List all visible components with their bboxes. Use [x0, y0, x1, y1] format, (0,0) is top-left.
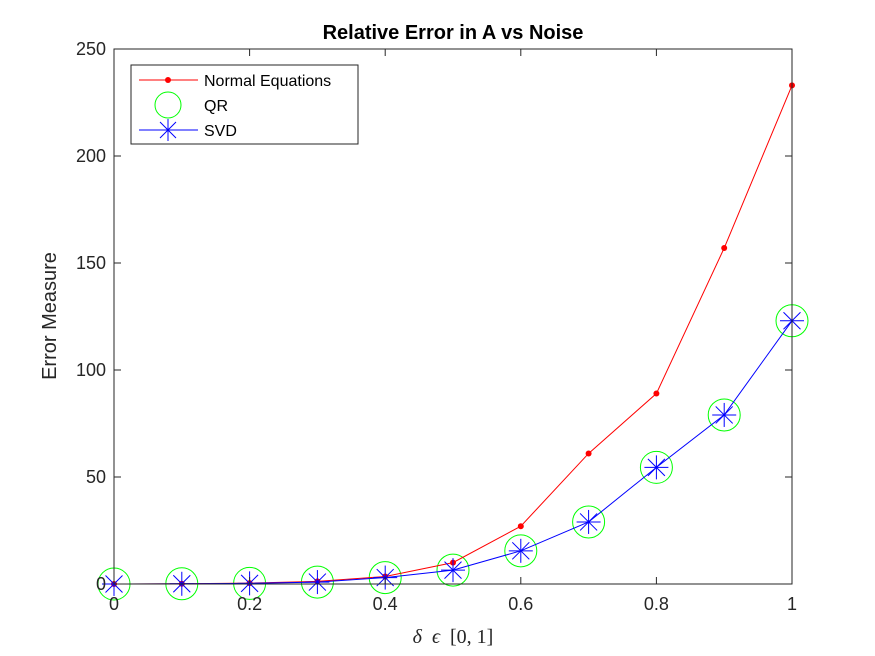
y-tick-label: 250 — [76, 39, 106, 59]
legend-marker-qr — [154, 91, 182, 119]
data-point-svd — [305, 570, 330, 595]
x-axis-label-delta: δ — [413, 626, 423, 648]
x-tick-label: 0.6 — [508, 594, 533, 614]
legend-marker-svd — [157, 119, 179, 141]
y-tick-label: 150 — [76, 253, 106, 273]
legend-label-svd: SVD — [204, 123, 237, 140]
data-point-normal-equations — [721, 245, 728, 252]
y-tick-label: 200 — [76, 146, 106, 166]
data-point-svd — [576, 509, 601, 534]
chart-title: Relative Error in A vs Noise — [323, 22, 584, 44]
data-point-qr — [639, 450, 673, 484]
x-axis-label-interval: [0, 1] — [450, 626, 493, 648]
x-axis-label-epsilon: ϵ — [432, 626, 441, 648]
x-tick-label: 1 — [787, 594, 797, 614]
legend-marker-normal-equations — [165, 77, 171, 83]
legend: Normal Equations QR SVD — [130, 64, 359, 145]
x-tick-label: 0.8 — [644, 594, 669, 614]
data-point-normal-equations — [653, 390, 660, 397]
y-tick-label: 0 — [96, 574, 106, 594]
legend-entry-normal-equations: Normal Equations — [139, 73, 331, 90]
data-point-svd — [508, 538, 533, 563]
data-point-qr — [707, 398, 741, 432]
legend-label-normal-equations: Normal Equations — [204, 73, 331, 90]
x-tick-label: 0.2 — [237, 594, 262, 614]
data-point-svd — [712, 402, 737, 427]
y-tick-label: 100 — [76, 360, 106, 380]
data-point-normal-equations — [517, 523, 524, 530]
legend-label-qr: QR — [204, 98, 228, 115]
plot-box — [113, 48, 793, 585]
data-point-svd — [644, 455, 669, 480]
data-point-svd — [441, 558, 465, 583]
x-tick-label: 0.4 — [373, 594, 398, 614]
legend-entry-svd: SVD — [139, 119, 237, 141]
y-axis-label: Error Measure — [39, 252, 61, 380]
data-point-normal-equations — [585, 450, 592, 457]
data-point-qr — [436, 553, 470, 587]
x-axis-label: δ ϵ [0, 1] — [413, 626, 494, 648]
y-tick-label: 50 — [86, 467, 106, 487]
x-tick-label: 0 — [109, 594, 119, 614]
data-point-qr — [572, 505, 606, 539]
data-point-qr — [504, 534, 538, 568]
legend-entry-qr: QR — [154, 91, 228, 119]
